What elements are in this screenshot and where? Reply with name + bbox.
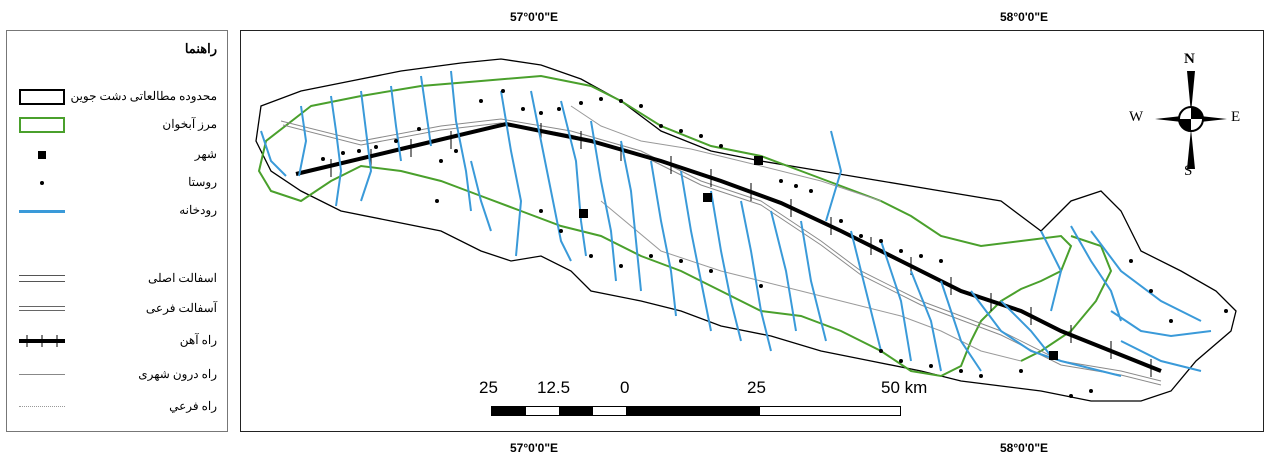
legend-item-secondary-road: آسفالت فرعی — [7, 299, 227, 321]
legend-title: راهنما — [184, 41, 217, 56]
main-road-line-icon — [19, 275, 65, 282]
coord-label-top-right: 58°0'0"E — [1000, 10, 1049, 24]
legend-label: اسفالت اصلی — [147, 271, 217, 285]
legend-item-village: روستا — [7, 173, 227, 195]
main-road — [280, 118, 1162, 382]
scale-label: 25 — [747, 378, 766, 397]
aquifer-boundary-east — [1020, 235, 1113, 362]
coord-label-bottom-right: 58°0'0"E — [1000, 441, 1049, 455]
legend-item-river: رودخانه — [7, 201, 227, 223]
legend-item-aquifer: مرز آبخوان — [7, 115, 227, 137]
river-line-icon — [19, 210, 65, 213]
coord-label-top-left: 57°0'0"E — [510, 10, 559, 24]
compass-w-label: W — [1129, 109, 1144, 125]
legend-item-urban-road: راه درون شهری — [7, 365, 227, 387]
scale-label: 0 — [620, 378, 630, 397]
villages — [321, 89, 1228, 398]
legend-label: شهر — [194, 147, 217, 161]
map-canvas — [255, 58, 1237, 402]
legend-item-main-road: اسفالت اصلی — [7, 269, 227, 291]
city-square-icon — [38, 151, 46, 159]
legend-label: روستا — [188, 175, 217, 189]
secondary-road — [570, 105, 882, 202]
legend-item-study-area: محدوده مطالعاتی دشت جوین — [7, 87, 227, 109]
railway-line-icon — [19, 335, 65, 347]
north-arrow-compass — [1155, 71, 1227, 169]
legend-label: راه آهن — [179, 333, 217, 347]
coord-label-bottom-left: 57°0'0"E — [510, 441, 559, 455]
legend-label: مرز آبخوان — [162, 117, 217, 131]
scale-label: 12.5 — [537, 378, 571, 397]
legend-label: آسفالت فرعی — [145, 301, 217, 315]
legend-label: راه فرعي — [169, 399, 217, 413]
urban-road-line-icon — [19, 374, 65, 375]
cities — [579, 156, 1058, 360]
railway — [295, 121, 1162, 373]
rivers — [260, 70, 1212, 377]
village-dot-icon — [40, 181, 44, 185]
aquifer-boundary — [257, 74, 1073, 378]
scale-label: 50 km — [881, 378, 928, 397]
scale-bar — [491, 406, 901, 416]
scale-label: 25 — [479, 378, 498, 397]
legend-label: راه درون شهری — [138, 367, 217, 381]
legend-label: رودخانه — [179, 203, 217, 217]
compass-needle-north — [1187, 71, 1195, 113]
legend-item-minor-road: راه فرعي — [7, 397, 227, 419]
aquifer-symbol — [19, 117, 65, 133]
compass-s-label: S — [1184, 163, 1193, 179]
map-frame: N S W E 25 12.5 0 25 50 km — [240, 30, 1264, 432]
map-legend: راهنما محدوده مطالعاتی دشت جوین مرز آبخو… — [6, 30, 228, 432]
legend-item-city: شهر — [7, 145, 227, 167]
secondary-road-line-icon — [19, 306, 65, 311]
legend-item-railway: راه آهن — [7, 331, 227, 353]
study-area-symbol — [19, 89, 65, 105]
minor-road-line-icon — [19, 406, 65, 407]
compass-n-label: N — [1184, 51, 1195, 67]
study-area-boundary — [255, 58, 1237, 402]
compass-needle-south — [1187, 129, 1195, 169]
compass-e-label: E — [1231, 109, 1241, 125]
legend-label: محدوده مطالعاتی دشت جوین — [70, 89, 217, 103]
